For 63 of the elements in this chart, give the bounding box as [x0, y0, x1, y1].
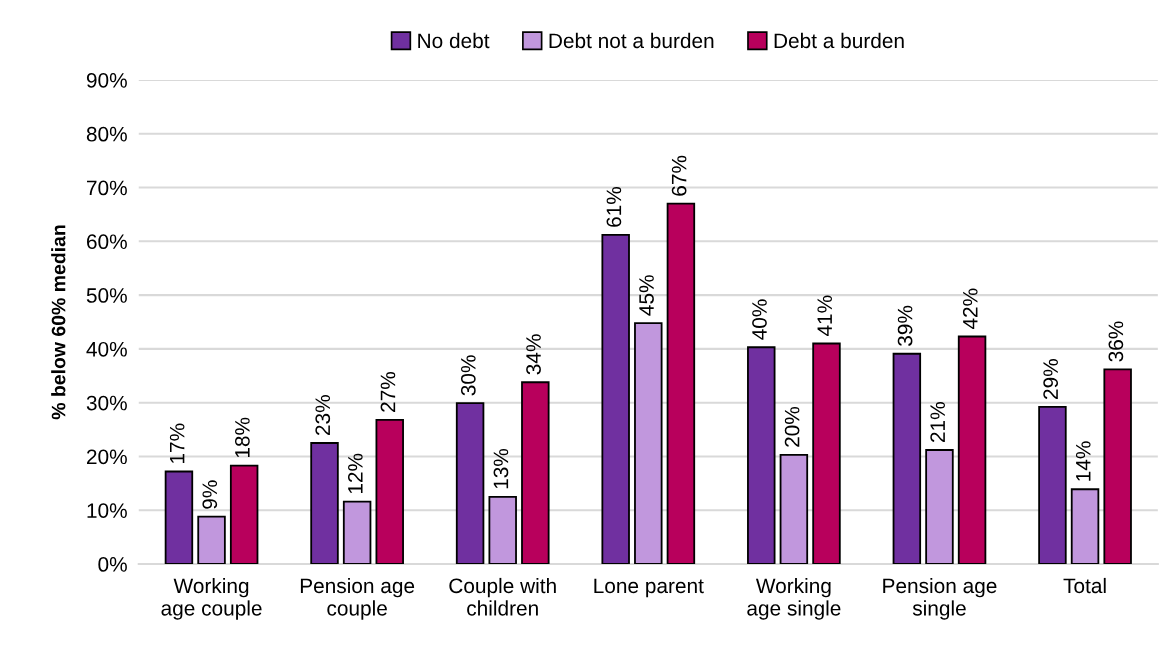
x-tick-label: Lone parent — [594, 578, 704, 598]
y-axis-title: % below 60% median — [51, 225, 66, 420]
bar — [925, 449, 954, 565]
data-label: 42% — [962, 288, 978, 330]
data-label: 39% — [897, 305, 913, 346]
data-label: 27% — [380, 371, 396, 412]
y-tick-label: 10% — [87, 503, 127, 518]
bar — [634, 322, 663, 565]
bar — [375, 418, 404, 565]
y-tick-label: 80% — [86, 126, 127, 142]
data-label: 20% — [784, 406, 800, 447]
bar — [229, 464, 259, 565]
y-tick-label: 20% — [87, 449, 127, 465]
data-label: 30% — [460, 355, 476, 396]
y-tick-label: 70% — [87, 180, 127, 196]
legend-label: Debt not a burden — [549, 32, 714, 49]
x-tick-label: Couple with children — [449, 577, 556, 616]
y-tick-label: 40% — [86, 341, 127, 357]
data-label: 36% — [1108, 321, 1124, 362]
bar — [747, 346, 776, 565]
bar — [666, 202, 696, 565]
bar — [1038, 406, 1067, 565]
data-label: 41% — [817, 295, 832, 337]
data-label: 9% — [202, 480, 218, 509]
data-label: 67% — [671, 155, 687, 196]
y-tick-label: 60% — [87, 234, 127, 250]
bar — [197, 515, 226, 565]
bar — [957, 335, 987, 565]
bar — [342, 500, 372, 565]
x-tick-label: Pension age couple — [300, 577, 415, 620]
data-label: 21% — [930, 402, 945, 442]
y-tick-label: 0% — [98, 557, 127, 572]
data-label: 61% — [606, 186, 622, 227]
data-label: 17% — [169, 423, 185, 463]
bar — [1103, 368, 1132, 565]
data-label: 40% — [752, 299, 767, 340]
bar — [812, 342, 841, 565]
data-label: 14% — [1075, 441, 1091, 481]
data-label: 34% — [526, 334, 541, 375]
bar — [488, 495, 517, 565]
y-tick-label: 50% — [86, 288, 127, 303]
data-label: 29% — [1043, 359, 1059, 399]
data-label: 18% — [235, 417, 250, 458]
legend-label: No debt — [418, 32, 490, 49]
bar — [892, 352, 922, 565]
data-label: 12% — [347, 453, 363, 494]
bar — [164, 470, 194, 565]
x-tick-label: Working age single — [747, 577, 841, 620]
bar — [1070, 488, 1100, 565]
data-label: 45% — [639, 275, 654, 316]
data-label: 13% — [493, 448, 509, 489]
bar — [310, 442, 339, 565]
y-tick-label: 30% — [86, 395, 127, 411]
bar — [455, 402, 485, 565]
x-tick-label: Total — [1063, 577, 1106, 594]
bar — [521, 381, 550, 565]
data-label: 23% — [315, 395, 331, 436]
y-tick-label: 90% — [86, 72, 127, 88]
legend-label: Debt a burden — [774, 32, 904, 49]
x-tick-label: Pension age single — [883, 577, 997, 620]
bar — [779, 453, 809, 565]
x-tick-label: Working age couple — [161, 577, 262, 620]
bar — [601, 233, 630, 565]
